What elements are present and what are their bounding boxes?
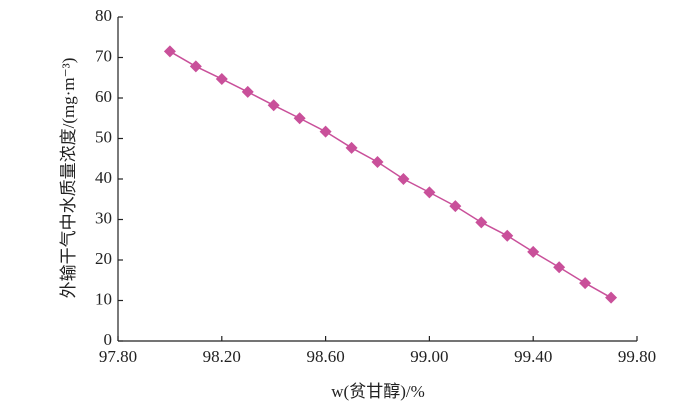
y-tick-label: 40	[95, 168, 112, 187]
marker	[553, 261, 566, 274]
x-tick-label: 99.80	[618, 347, 656, 366]
y-tick-label: 30	[95, 208, 112, 227]
marker	[163, 45, 176, 58]
marker	[345, 141, 358, 154]
marker	[605, 291, 618, 304]
marker	[579, 277, 592, 290]
marker	[449, 200, 462, 213]
marker	[527, 245, 540, 258]
marker	[189, 60, 202, 73]
marker	[475, 216, 488, 229]
y-tick-label: 50	[95, 127, 112, 146]
y-tick-label: 70	[95, 46, 112, 65]
x-tick-label: 97.80	[99, 347, 137, 366]
y-tick-label: 80	[95, 6, 112, 25]
marker	[371, 155, 384, 168]
marker	[293, 112, 306, 125]
marker	[319, 125, 332, 138]
x-tick-label: 99.00	[410, 347, 448, 366]
series-line	[169, 50, 612, 299]
marker	[501, 229, 514, 242]
y-tick-label: 0	[104, 330, 113, 349]
y-tick-label: 20	[95, 249, 112, 268]
y-tick-label: 10	[95, 289, 112, 308]
x-tick-label: 98.20	[203, 347, 241, 366]
marker	[215, 72, 228, 85]
x-tick-label: 98.60	[306, 347, 344, 366]
y-tick-label: 60	[95, 87, 112, 106]
y-axis-label: 外输干气中水质量浓度/(mg·m⁻³)	[59, 58, 78, 299]
x-tick-label: 99.40	[514, 347, 552, 366]
x-axis-label: w(贫甘醇)/%	[331, 382, 424, 401]
marker	[397, 173, 410, 185]
marker	[267, 99, 280, 112]
marker	[241, 85, 254, 98]
marker	[423, 186, 436, 199]
